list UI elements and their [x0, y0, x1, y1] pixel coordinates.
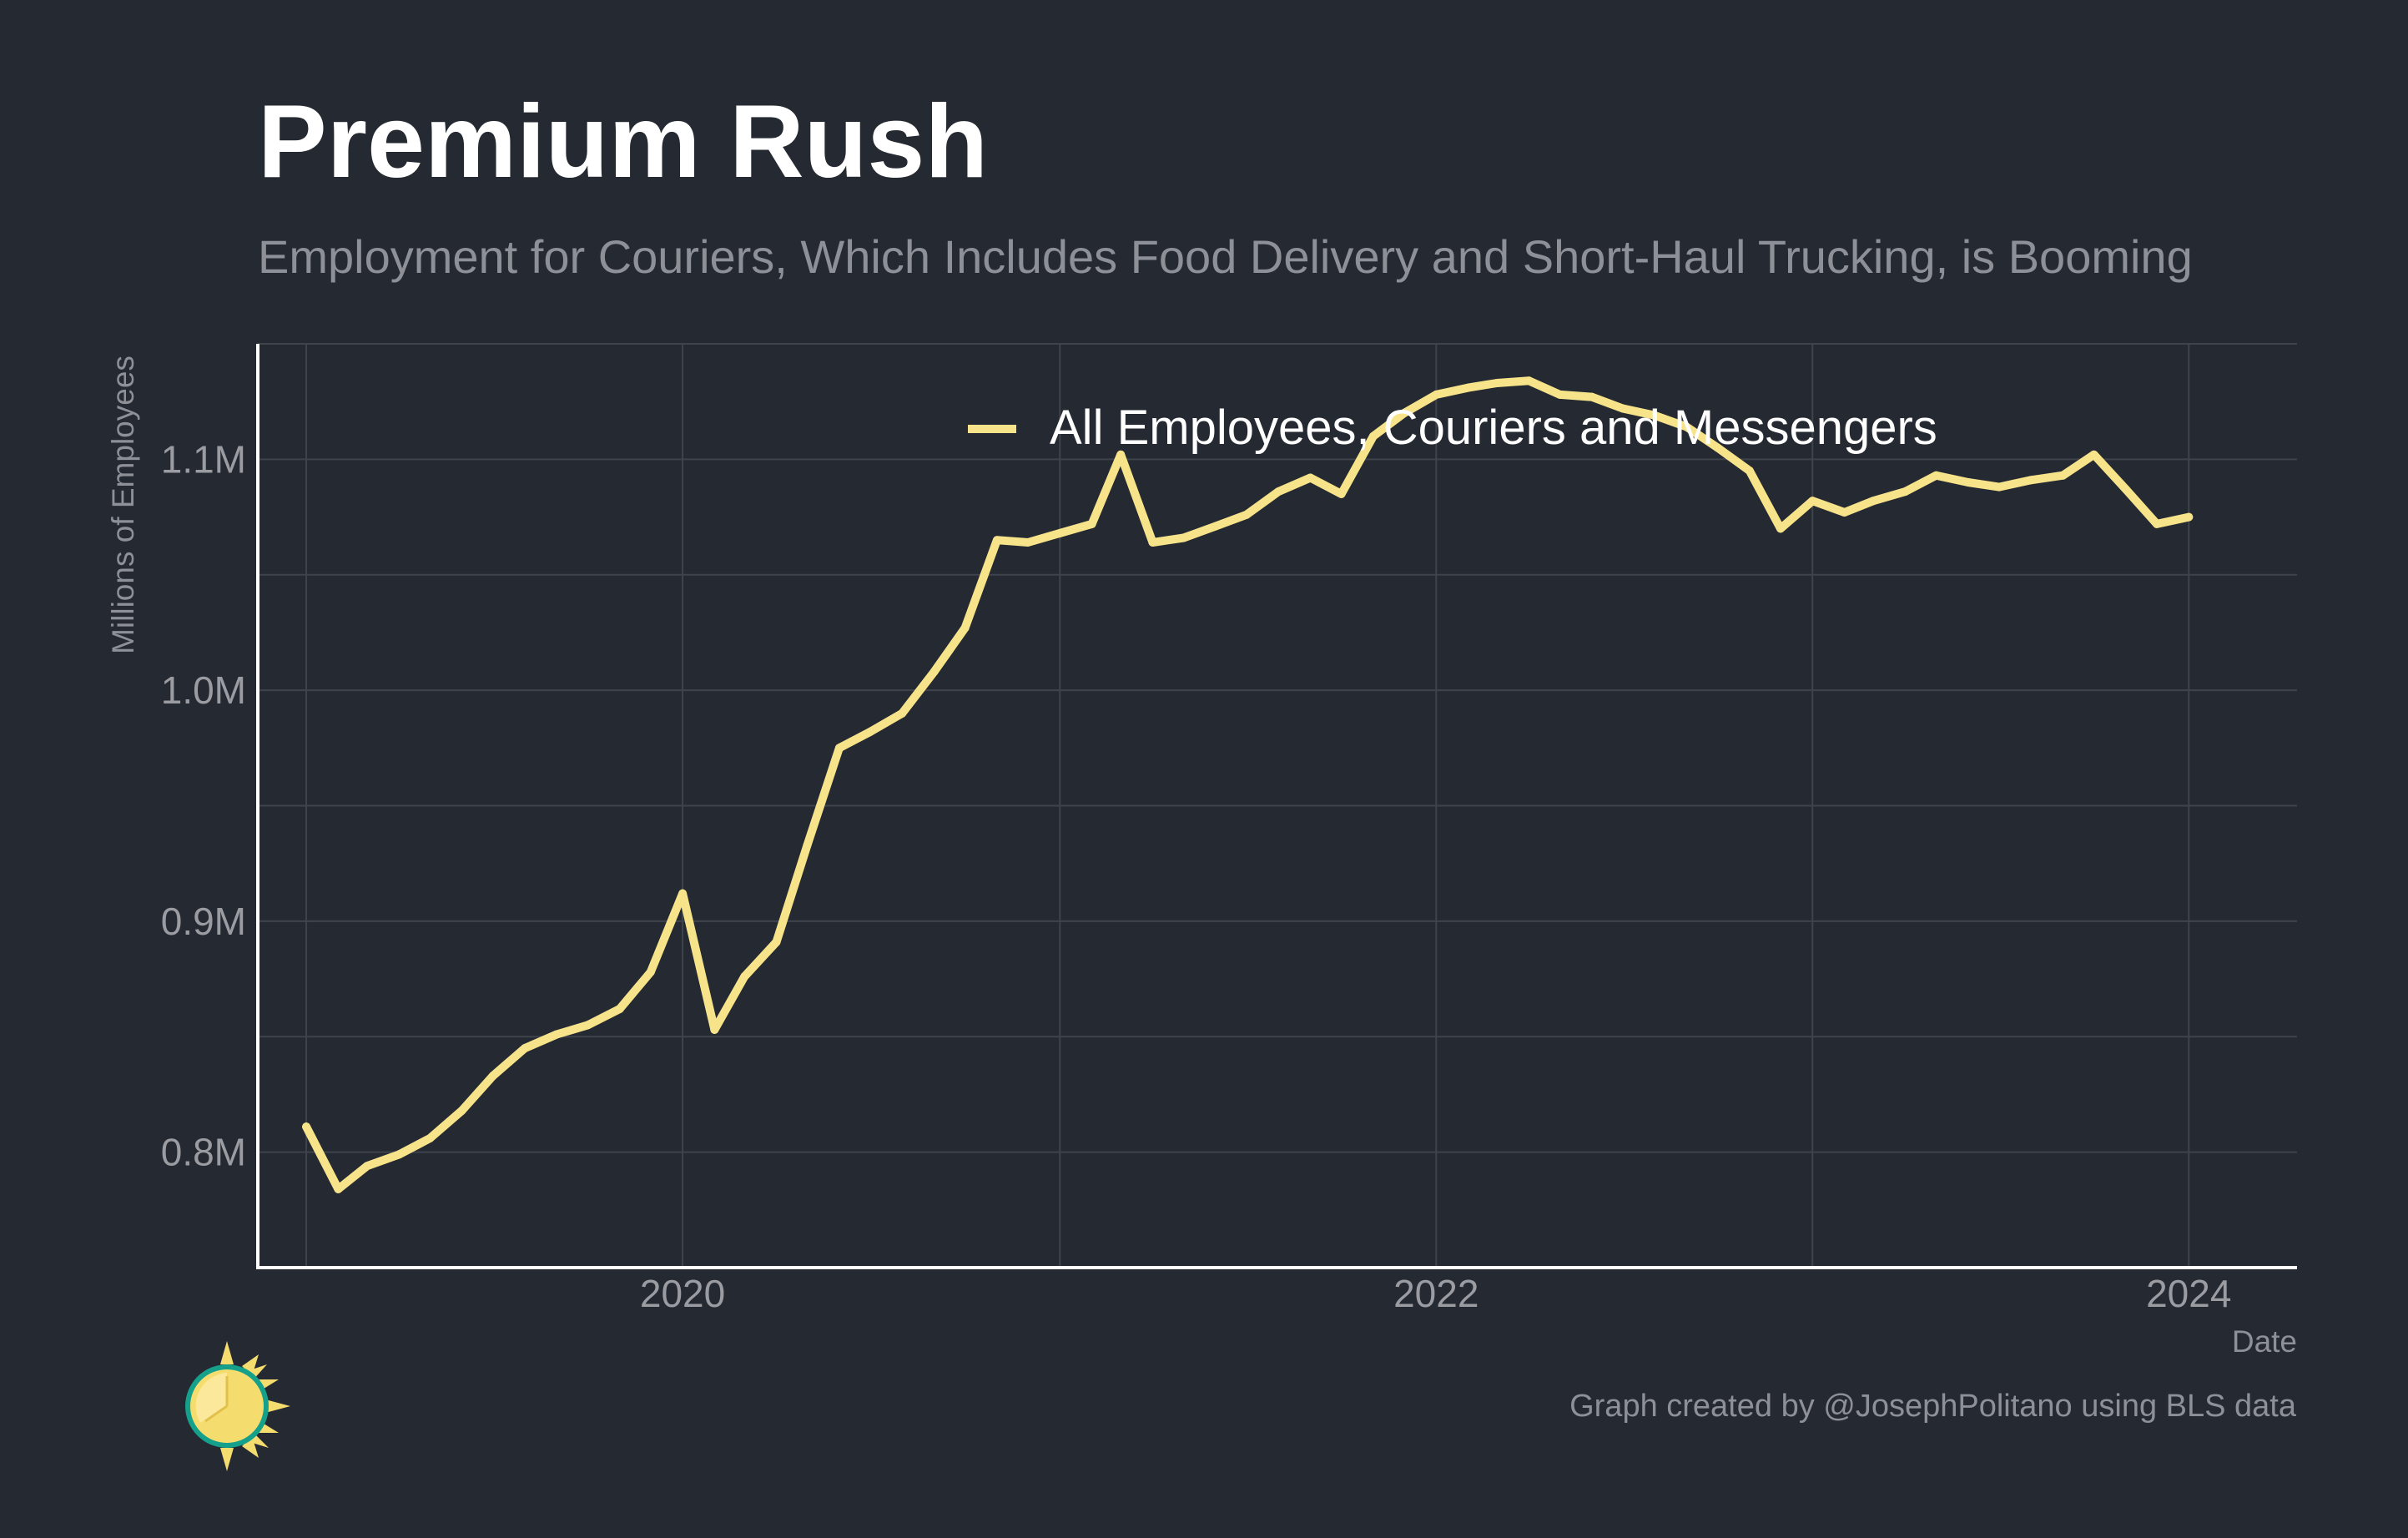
sun-clock-icon — [185, 1341, 290, 1471]
data-point — [678, 889, 688, 898]
data-point — [1463, 383, 1473, 392]
data-point — [1148, 538, 1157, 547]
data-point — [2058, 471, 2068, 480]
data-point — [1242, 510, 1251, 519]
chart-subtitle: Employment for Couriers, Which Includes … — [258, 230, 2193, 283]
data-point — [426, 1134, 435, 1143]
x-tick-labels: 2020 2022 2024 — [640, 1272, 2232, 1315]
data-point — [2121, 485, 2130, 494]
data-point — [1493, 379, 1502, 388]
data-point — [1087, 519, 1096, 528]
data-point — [1840, 508, 1849, 517]
data-point — [1211, 522, 1220, 531]
data-point — [2152, 519, 2161, 528]
data-point — [865, 727, 874, 736]
x-tick-label: 2022 — [1393, 1272, 1479, 1315]
x-axis-title: Date — [2232, 1324, 2297, 1359]
data-point — [1055, 528, 1065, 537]
data-point — [1901, 487, 1910, 497]
x-tick-label: 2020 — [640, 1272, 725, 1315]
data-point — [457, 1106, 466, 1115]
data-point — [1963, 478, 1972, 487]
data-point — [1555, 390, 1564, 399]
data-point — [2184, 512, 2194, 522]
y-tick-label: 0.9M — [161, 900, 246, 943]
data-point — [1808, 497, 1817, 506]
y-tick-labels: 0.8M 0.9M 1.0M 1.1M — [161, 437, 246, 1173]
data-point — [1399, 409, 1408, 418]
data-point — [488, 1072, 497, 1081]
data-point — [1368, 431, 1378, 441]
data-point — [302, 1122, 311, 1132]
y-tick-label: 1.0M — [161, 668, 246, 712]
data-point — [1587, 392, 1596, 401]
data-point — [395, 1150, 404, 1159]
data-point — [1179, 533, 1188, 542]
data-point — [960, 623, 970, 633]
data-point — [772, 937, 781, 946]
source-credit: Graph created by @JosephPolitano using B… — [1569, 1389, 2296, 1424]
gridlines — [258, 343, 2297, 1268]
chart-title: Premium Rush — [258, 84, 989, 199]
data-point — [1306, 473, 1315, 482]
data-point — [1023, 538, 1032, 547]
y-tick-label: 0.8M — [161, 1131, 246, 1174]
x-tick-label: 2024 — [2146, 1272, 2231, 1315]
y-tick-label: 1.1M — [161, 437, 246, 481]
data-point — [1274, 487, 1283, 497]
data-point — [1116, 450, 1126, 459]
y-axis-title: Millions of Employees — [106, 356, 140, 654]
data-point — [1650, 411, 1660, 420]
data-point — [1869, 497, 1878, 506]
data-point — [615, 1005, 624, 1014]
data-point — [521, 1044, 530, 1053]
data-point — [1618, 404, 1627, 413]
data-point — [834, 744, 844, 753]
data-point — [1337, 489, 1346, 498]
data-point — [1432, 390, 1441, 399]
data-point — [2027, 476, 2036, 485]
data-point — [1994, 482, 2003, 492]
data-point — [710, 1025, 719, 1034]
data-point — [646, 967, 655, 976]
data-point — [583, 1021, 592, 1030]
data-point — [1776, 524, 1785, 533]
data-point — [362, 1162, 371, 1171]
legend: All Employees, Couriers and Messengers — [968, 401, 1937, 455]
data-point — [552, 1030, 562, 1039]
data-point — [992, 536, 1001, 545]
data-point — [898, 708, 907, 718]
data-point — [1745, 466, 1754, 476]
data-point — [334, 1184, 343, 1193]
legend-label: All Employees, Couriers and Messengers — [1050, 401, 1937, 455]
data-point — [2089, 450, 2098, 459]
data-point — [1682, 422, 1691, 431]
data-point — [740, 972, 749, 981]
data-point — [929, 667, 939, 676]
series-points — [302, 376, 2194, 1193]
data-point — [803, 840, 812, 850]
data-point — [1932, 471, 1941, 480]
series-line-couriers — [302, 376, 2194, 1193]
data-point — [1713, 443, 1722, 452]
data-point — [1524, 376, 1534, 386]
